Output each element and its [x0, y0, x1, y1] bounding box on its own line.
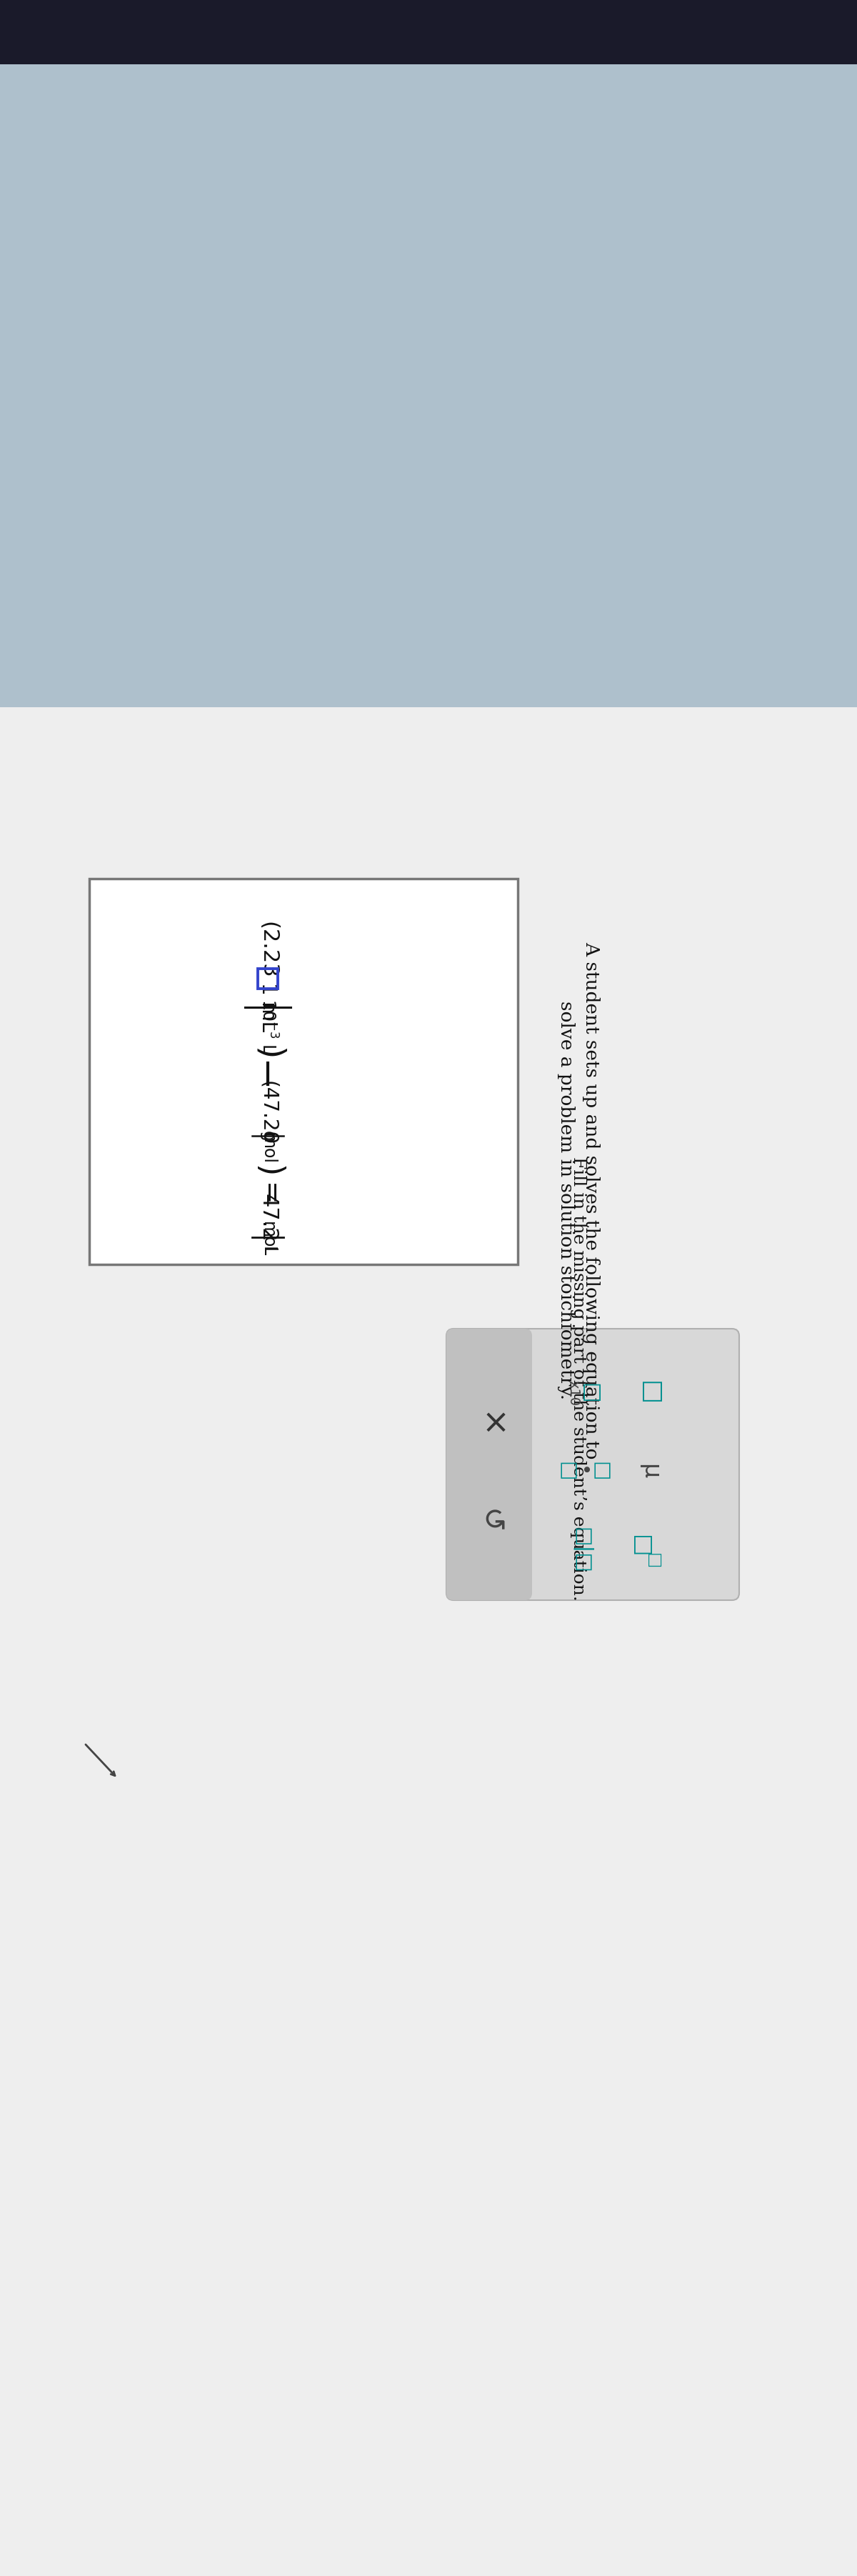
- Text: A student sets up and solves the following equation to
solve a problem in soluti: A student sets up and solves the followi…: [557, 940, 600, 1458]
- Text: ): ): [252, 1046, 284, 1061]
- Text: =: =: [255, 1182, 281, 1206]
- Bar: [89, 878, 518, 1265]
- Text: □|□: □|□: [572, 1528, 592, 1574]
- Text: μ: μ: [638, 1463, 662, 1479]
- Bar: [0, 0, 857, 64]
- Text: ×: ×: [473, 1412, 506, 1440]
- Text: L: L: [260, 1247, 276, 1257]
- Text: □: □: [580, 1383, 601, 1404]
- Text: (2.23: (2.23: [257, 922, 279, 979]
- FancyBboxPatch shape: [446, 1329, 739, 1600]
- Text: □: □: [645, 1553, 662, 1569]
- Text: Fill in the missing part of the student’s equation.: Fill in the missing part of the student’…: [570, 1157, 587, 1600]
- Text: (47.20: (47.20: [258, 1082, 278, 1146]
- Text: $10^{-3}$ L: $10^{-3}$ L: [258, 999, 278, 1054]
- Text: mol: mol: [260, 1133, 276, 1164]
- Text: □: □: [556, 1461, 577, 1481]
- Text: □: □: [638, 1381, 662, 1404]
- Text: □: □: [590, 1461, 610, 1481]
- Bar: [0, 708, 857, 2576]
- Bar: [0, 64, 857, 708]
- Text: mol: mol: [260, 1221, 276, 1252]
- Bar: [258, 969, 278, 989]
- Text: 1 mL: 1 mL: [258, 981, 278, 1033]
- Text: x10: x10: [566, 1381, 580, 1406]
- Text: □: □: [629, 1535, 652, 1558]
- Text: g: g: [260, 1131, 276, 1141]
- Text: 47.2: 47.2: [257, 1193, 279, 1242]
- Text: •: •: [572, 1466, 592, 1479]
- FancyBboxPatch shape: [446, 1329, 532, 1600]
- Text: ↺: ↺: [474, 1510, 504, 1533]
- Text: ): ): [253, 1164, 283, 1177]
